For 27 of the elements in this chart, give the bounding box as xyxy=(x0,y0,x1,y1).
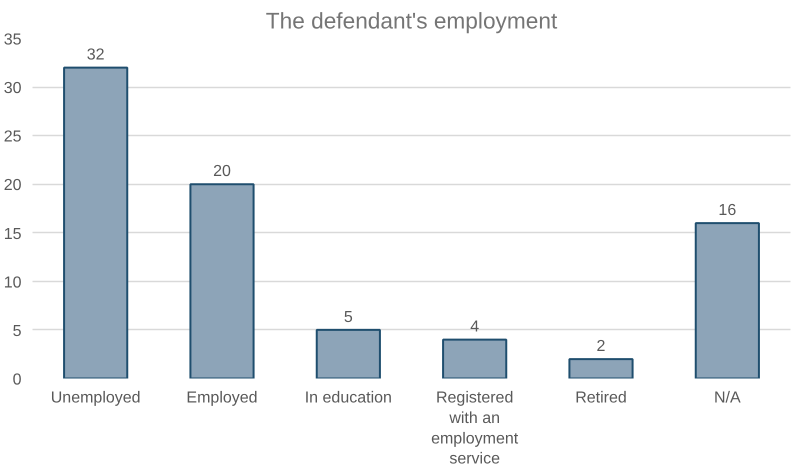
y-tick-label: 0 xyxy=(12,372,22,388)
x-tick-label: Unemployed xyxy=(50,390,141,406)
bar xyxy=(568,358,634,378)
y-tick-label: 5 xyxy=(12,322,22,340)
y-tick-label: 20 xyxy=(4,177,22,194)
data-label: 2 xyxy=(596,338,606,356)
x-tick-label: Employed xyxy=(186,390,258,406)
x-tick-label: Retired xyxy=(575,390,627,406)
chart-title: The defendant's employment xyxy=(266,8,558,34)
y-tick-label: 10 xyxy=(4,274,22,292)
data-label: 16 xyxy=(718,202,736,220)
bar xyxy=(694,222,760,378)
data-label: 4 xyxy=(470,318,480,336)
bar xyxy=(442,338,508,378)
data-label: 32 xyxy=(86,46,105,64)
y-tick-label: 25 xyxy=(4,128,22,146)
y-tick-label: 15 xyxy=(4,226,22,243)
x-tick-label: In education xyxy=(304,390,392,406)
x-tick-label: Registered with an employment service xyxy=(431,390,519,468)
data-label: 20 xyxy=(213,163,231,180)
y-tick-label: 35 xyxy=(4,32,22,48)
data-label: 5 xyxy=(344,308,353,326)
bar xyxy=(189,183,255,378)
y-tick-label: 30 xyxy=(4,80,22,98)
bar xyxy=(63,66,128,378)
bar xyxy=(316,328,381,378)
x-tick-label: N/A xyxy=(714,390,741,406)
